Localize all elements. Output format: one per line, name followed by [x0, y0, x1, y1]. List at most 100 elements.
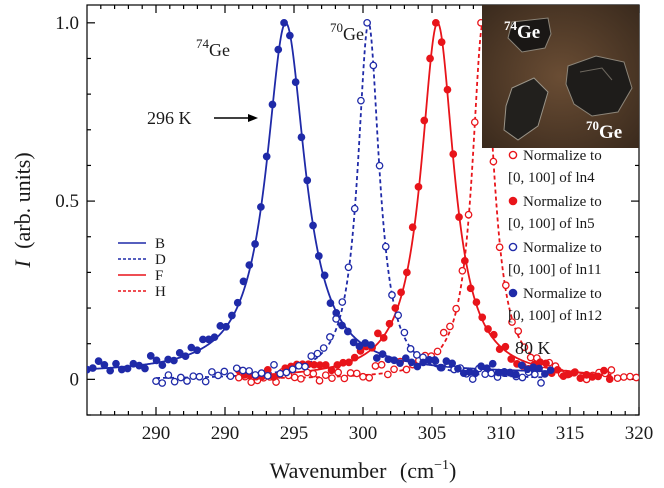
data-point: [439, 328, 448, 337]
legend-point-label-line2: [0, 100] of ln12: [508, 308, 602, 324]
data-point: [512, 370, 520, 379]
data-point: [355, 342, 364, 351]
data-point: [452, 304, 460, 313]
data-point: [518, 373, 527, 382]
data-point: [328, 374, 336, 383]
data-point: [365, 373, 374, 382]
data-point: [367, 341, 375, 349]
data-point: [291, 78, 300, 86]
data-point: [433, 347, 442, 356]
data-point: [176, 373, 185, 382]
data-point: [309, 369, 318, 378]
data-point: [546, 366, 555, 375]
data-point: [170, 377, 179, 386]
data-point: [391, 304, 400, 312]
data-point: [626, 372, 634, 381]
data-point: [408, 223, 417, 232]
data-point: [195, 372, 204, 381]
data-point: [343, 327, 352, 336]
data-point: [406, 345, 415, 353]
data-point: [303, 176, 312, 185]
x-tick-label: 290: [142, 423, 171, 444]
data-point: [448, 359, 456, 368]
label-296k: 296 K: [147, 108, 192, 128]
data-point: [239, 277, 248, 286]
data-point: [446, 322, 454, 331]
data-point: [141, 364, 149, 373]
data-point: [396, 359, 404, 367]
data-point: [455, 213, 463, 221]
data-point: [228, 311, 236, 320]
legend-line-label: H: [155, 284, 166, 300]
data-point: [245, 261, 254, 269]
data-point: [263, 371, 272, 380]
data-point: [164, 371, 173, 379]
data-point: [214, 371, 222, 380]
data-point: [294, 361, 303, 370]
data-point: [350, 353, 359, 362]
data-point: [607, 366, 616, 374]
data-point: [357, 96, 365, 105]
data-point: [276, 369, 285, 378]
data-point: [326, 299, 335, 307]
data-point: [88, 364, 97, 372]
data-point: [472, 298, 481, 307]
x-tick-label: 305: [418, 423, 447, 444]
data-point: [321, 371, 330, 380]
inset-label-70ge: 70Ge: [586, 118, 622, 143]
data-point: [507, 355, 516, 363]
data-point: [414, 182, 423, 191]
data-point: [495, 243, 504, 252]
data-point: [321, 361, 330, 369]
legend-point-label-line1: Normalize to: [523, 240, 602, 256]
data-point: [388, 291, 396, 299]
data-point: [390, 365, 398, 374]
data-point: [239, 366, 247, 375]
x-tick-label: 300: [349, 423, 378, 444]
data-point: [478, 313, 487, 322]
legend-point-label-line2: [0, 100] of ln4: [508, 170, 595, 186]
data-point: [390, 356, 399, 365]
data-point: [257, 203, 265, 211]
label-74ge: 74Ge: [196, 36, 230, 60]
data-point: [315, 376, 324, 385]
inset-label-74ge: 74Ge: [504, 18, 540, 43]
data-points: [87, 18, 639, 387]
data-point: [334, 368, 343, 377]
data-point: [251, 371, 260, 379]
data-point: [426, 54, 434, 63]
data-point: [483, 364, 491, 373]
data-point: [553, 365, 562, 374]
data-point: [470, 118, 479, 127]
data-point: [290, 373, 299, 382]
data-point: [158, 379, 167, 387]
legend-line-label: F: [155, 268, 163, 284]
x-tick-label: 295: [280, 423, 309, 444]
data-point: [517, 361, 526, 370]
data-point: [345, 358, 353, 367]
data-point: [158, 361, 167, 370]
data-point: [403, 268, 411, 277]
data-point: [454, 364, 462, 373]
legend-point-marker: [508, 242, 518, 252]
data-point: [374, 329, 382, 338]
data-point: [309, 221, 317, 230]
data-point: [189, 372, 198, 381]
legend-point-label-line2: [0, 100] of ln11: [508, 262, 602, 278]
arrow-296k: [214, 114, 258, 122]
data-point: [193, 346, 201, 355]
data-point: [377, 360, 386, 369]
data-point: [350, 204, 359, 213]
data-point: [319, 344, 328, 352]
data-point: [344, 263, 353, 272]
data-point: [247, 378, 256, 386]
data-point: [152, 377, 160, 385]
data-point: [106, 366, 115, 375]
legend-point-label-line1: Normalize to: [523, 148, 602, 164]
legend-point-label-line2: [0, 100] of ln5: [508, 216, 595, 232]
data-point: [369, 61, 378, 70]
data-point: [432, 18, 440, 27]
data-point: [383, 370, 392, 379]
data-point: [313, 349, 322, 358]
